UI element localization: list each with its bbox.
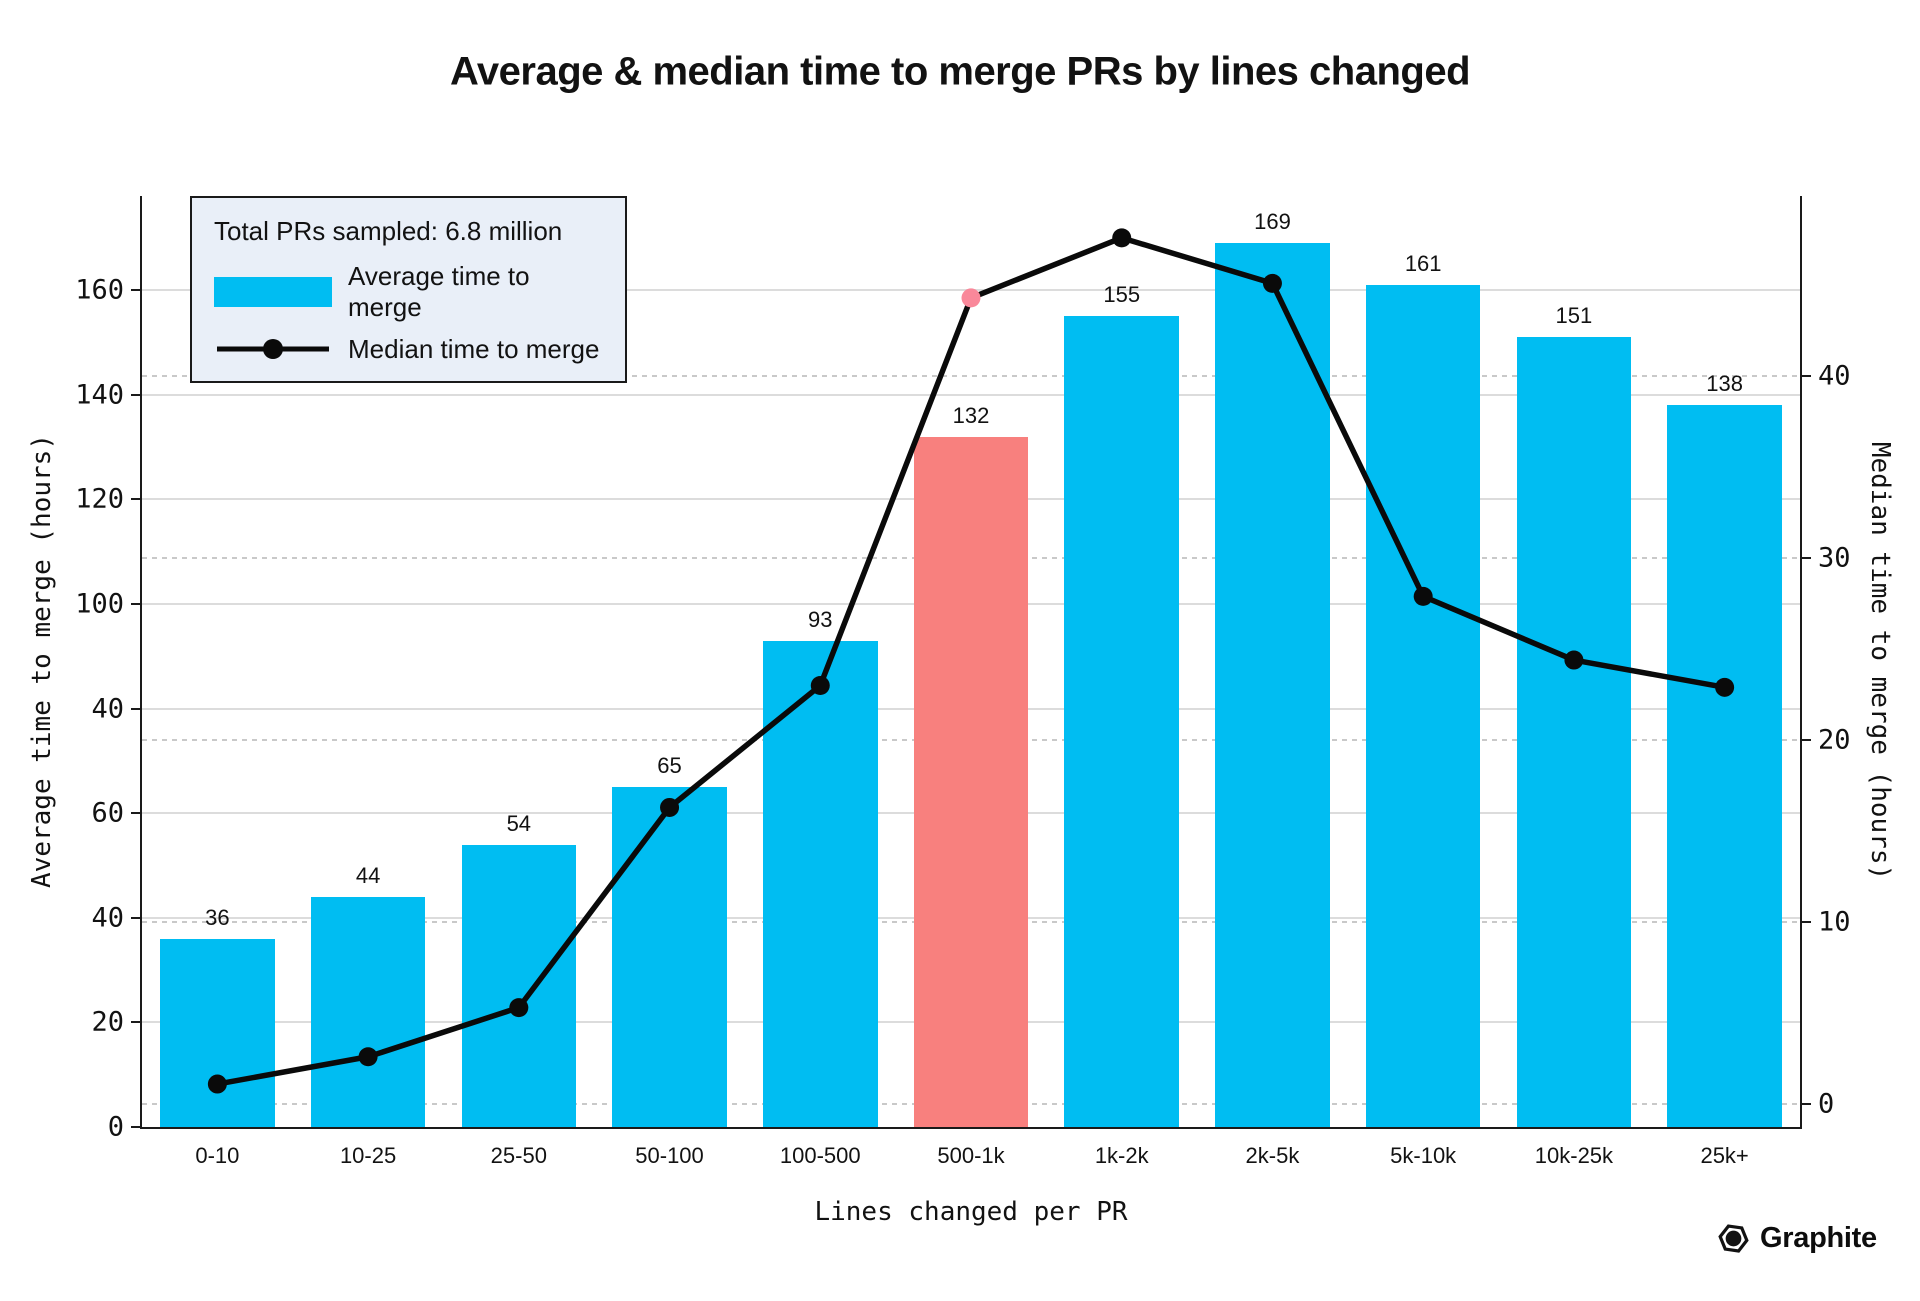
left-tick-mark (131, 289, 140, 292)
legend: Total PRs sampled: 6.8 million Average t… (190, 196, 627, 383)
left-tick-label: 40 (91, 693, 124, 725)
median-point (358, 1047, 378, 1067)
bar-value-label: 65 (657, 753, 682, 779)
left-tick-label: 60 (91, 797, 124, 829)
left-tick-mark (131, 498, 140, 501)
right-tick-label: 30 (1818, 542, 1851, 574)
line-swatch-icon (217, 339, 329, 359)
x-tick-label: 0-10 (195, 1143, 240, 1168)
brand-logo: Graphite (1718, 1222, 1877, 1255)
bar-value-label: 44 (355, 862, 381, 888)
median-point (1262, 273, 1282, 293)
x-tick-label: 25-50 (490, 1143, 547, 1168)
left-tick-mark (131, 812, 140, 815)
x-tick-label: 2k-5k (1245, 1143, 1300, 1168)
bar-1k-2k (1064, 316, 1179, 1127)
x-axis-title: Lines changed per PR (814, 1197, 1128, 1227)
legend-row-average: Average time to merge (214, 261, 603, 323)
x-tick-label: 50-100 (635, 1143, 704, 1168)
left-tick-label: 140 (75, 379, 124, 411)
brand-name: Graphite (1760, 1222, 1877, 1254)
left-axis-title: Average time to merge (hours) (27, 434, 57, 888)
right-tick-label: 40 (1818, 360, 1851, 392)
bar-25k+ (1667, 405, 1782, 1127)
gridline-solid (142, 393, 1800, 396)
x-axis-spine (140, 1127, 1802, 1129)
bar-500-1k (913, 436, 1029, 1127)
bar-value-label: 151 (1555, 303, 1593, 329)
bar-value-label: 155 (1103, 282, 1141, 308)
right-tick-mark (1802, 1103, 1811, 1106)
left-tick-mark (131, 602, 140, 605)
x-tick-label: 25k+ (1700, 1143, 1749, 1168)
left-axis-spine (140, 196, 142, 1129)
chart-title: Average & median time to merge PRs by li… (449, 49, 1471, 94)
right-tick-label: 10 (1818, 906, 1851, 938)
bar-value-label: 138 (1706, 371, 1743, 397)
bar-swatch-icon (214, 277, 332, 307)
median-point (207, 1074, 227, 1094)
right-tick-mark (1802, 921, 1811, 924)
x-tick-label: 10-25 (339, 1143, 397, 1168)
bar-5k-10k (1365, 284, 1481, 1127)
right-axis-title: Median time to merge (hours) (1865, 441, 1895, 881)
right-tick-mark (1802, 375, 1811, 378)
bar-value-label: 132 (952, 402, 990, 428)
legend-label-median: Median time to merge (348, 333, 600, 364)
bar-100-500 (762, 640, 878, 1127)
median-point (1564, 650, 1584, 670)
x-tick-label: 5k-10k (1390, 1143, 1457, 1168)
left-tick-label: 20 (91, 1006, 124, 1038)
left-tick-mark (131, 707, 140, 710)
bar-10k-25k (1516, 337, 1632, 1127)
bar-50-100 (612, 787, 727, 1127)
median-point (660, 797, 680, 817)
median-point (1715, 677, 1735, 697)
left-tick-label: 120 (75, 483, 124, 515)
x-tick-label: 100-500 (779, 1143, 861, 1168)
left-tick-mark (131, 1126, 140, 1128)
plot-area: Total PRs sampled: 6.8 million Average t… (75, 196, 1851, 1168)
median-line-layer (207, 228, 1735, 1094)
left-tick-label: 40 (91, 902, 124, 934)
right-tick-mark (1802, 557, 1811, 560)
bar-0-10 (160, 938, 275, 1127)
bar-value-label: 169 (1254, 209, 1291, 235)
right-tick-label: 20 (1818, 724, 1851, 756)
left-tick-mark (131, 393, 140, 396)
bar-25-50 (461, 844, 577, 1127)
bar-value-label: 54 (506, 810, 532, 836)
left-tick-label: 160 (75, 274, 124, 306)
left-tick-mark (131, 1021, 140, 1024)
bar-10-25 (310, 896, 426, 1127)
median-point (810, 676, 830, 696)
graphite-hexagon-icon (1718, 1224, 1749, 1253)
right-axis-spine (1800, 196, 1802, 1129)
x-tick-label: 500-1k (937, 1143, 1005, 1168)
bar-2k-5k (1215, 243, 1330, 1127)
left-tick-label: 0 (107, 1111, 124, 1143)
median-point (1112, 228, 1132, 248)
x-tick-label: 10k-25k (1534, 1143, 1614, 1168)
left-tick-label: 100 (75, 588, 124, 620)
bar-value-label: 36 (205, 904, 230, 930)
bar-value-label: 93 (808, 606, 833, 632)
right-tick-mark (1802, 739, 1811, 742)
x-tick-label: 1k-2k (1094, 1143, 1149, 1168)
right-tick-label: 0 (1818, 1088, 1835, 1120)
gridline-dashed (142, 375, 1800, 378)
legend-row-median: Median time to merge (214, 333, 603, 365)
median-point (1413, 586, 1433, 606)
bar-value-label: 161 (1404, 250, 1442, 276)
legend-label-average: Average time to merge (348, 261, 530, 322)
median-point (509, 998, 529, 1018)
left-tick-mark (131, 916, 140, 919)
legend-note: Total PRs sampled: 6.8 million (214, 216, 563, 246)
median-point (961, 288, 981, 308)
